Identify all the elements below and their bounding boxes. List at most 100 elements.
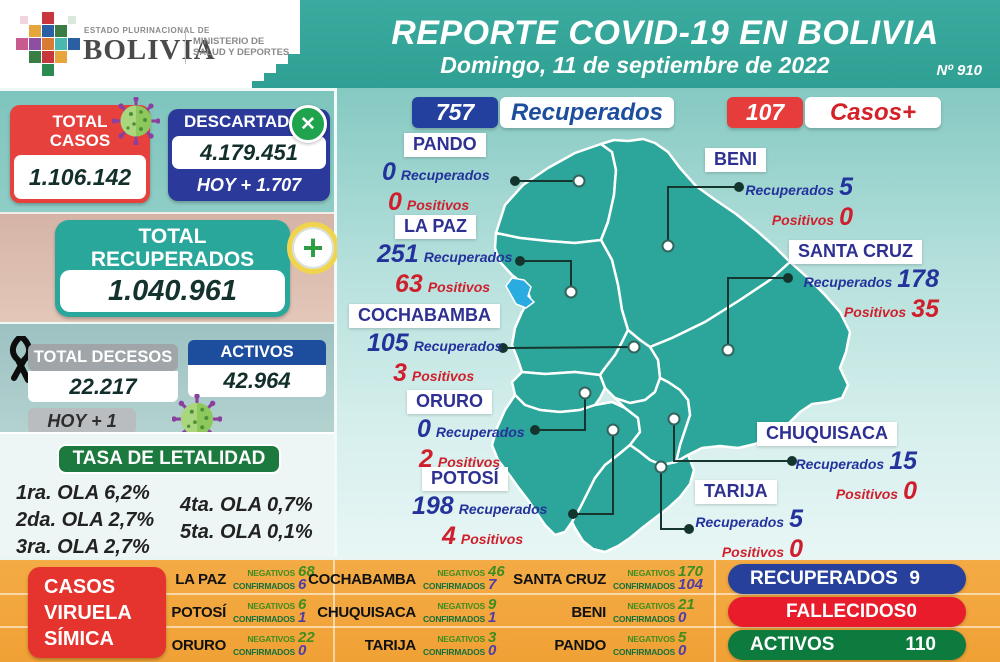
negativos-value: 5 <box>678 629 687 646</box>
confirmados-value: 0 <box>678 609 687 626</box>
viruela-cell-pando: PANDO NEGATIVOS 5 CONFIRMADOS 0 <box>522 629 708 661</box>
negativos-label: NEGATIVOS <box>247 568 295 578</box>
logo-country: BOLIVIA <box>83 34 216 66</box>
dept-recuperados-word: Recuperados <box>458 501 548 517</box>
page-subtitle: Domingo, 11 de septiembre de 2022 <box>440 52 830 78</box>
bolivia-emblem-icon <box>16 12 80 76</box>
dept-label: POTOSÍ <box>422 467 508 491</box>
total-recuperados-label: TOTAL RECUPERADOS <box>55 220 290 271</box>
total-casos-l2: CASOS <box>49 131 111 150</box>
dept-positivos-word: Positivos <box>835 486 899 502</box>
total-decesos-label: TOTAL DECESOS <box>28 344 178 371</box>
negativos-value: 46 <box>488 563 505 580</box>
viruela-dept-name: CHUQUISACA <box>317 603 416 621</box>
dept-recuperados-word: Recuperados <box>695 514 785 530</box>
dept-positivos-word: Positivos <box>843 304 907 320</box>
viruela-cell-santa-cruz: SANTA CRUZ NEGATIVOS 170 CONFIRMADOS 104 <box>513 563 708 595</box>
negativos-label: NEGATIVOS <box>437 634 485 644</box>
dept-label: CHUQUISACA <box>757 422 898 446</box>
viruela-cell-la-paz: LA PAZ NEGATIVOS 68 CONFIRMADOS 6 <box>168 563 328 595</box>
negativos-label: NEGATIVOS <box>247 634 295 644</box>
viruela-line3: SÍMICA <box>44 627 114 650</box>
dept-positivos-value: 4 <box>442 522 456 550</box>
callout-chuquisaca: CHUQUISACA Recuperados 15 Positivos 0 <box>757 422 917 506</box>
letalidad-right-column: 4ta. OLA 0,7% 5ta. OLA 0,1% <box>180 492 313 546</box>
dept-recuperados-value: 0 <box>417 415 431 443</box>
confirmados-label: CONFIRMADOS <box>232 581 295 591</box>
dept-recuperados-value: 105 <box>367 329 409 357</box>
negativos-label: NEGATIVOS <box>437 601 485 611</box>
dept-positivos-value: 0 <box>388 188 402 216</box>
callout-beni: BENI Recuperados 5 Positivos 0 <box>705 148 853 232</box>
dept-recuperados-value: 178 <box>897 265 939 293</box>
dept-positivos-word: Positivos <box>427 279 491 295</box>
viruela-cell-beni: BENI NEGATIVOS 21 CONFIRMADOS 0 <box>522 596 708 628</box>
negativos-value: 3 <box>488 629 497 646</box>
total-cases-band: TOTAL CASOS 1.106.142 DESCARTADOS 4.179.… <box>0 88 334 212</box>
dept-positivos-word: Positivos <box>406 197 470 213</box>
letalidad-row: 4ta. OLA 0,7% <box>180 494 313 516</box>
total-recuperados-band: TOTAL RECUPERADOS 1.040.961 + <box>0 212 339 322</box>
cases-total-badge: 107 <box>727 97 803 128</box>
negativos-value: 68 <box>298 563 315 580</box>
recovered-total-badge: 757 <box>412 97 498 128</box>
negativos-label: NEGATIVOS <box>247 601 295 611</box>
x-circle-icon: ✕ <box>289 105 327 143</box>
dept-label: PANDO <box>404 133 486 157</box>
bolivia-map <box>490 137 852 554</box>
map-section: 757 Recuperados 107 Casos+ <box>337 88 1000 563</box>
negativos-label: NEGATIVOS <box>627 601 675 611</box>
plus-circle-icon: + <box>287 222 339 274</box>
dept-recuperados-value: 251 <box>377 240 419 268</box>
negativos-value: 170 <box>678 563 704 580</box>
negativos-value: 22 <box>298 629 315 646</box>
viruela-cell-potosi: POTOSÍ NEGATIVOS 6 CONFIRMADOS 1 <box>168 596 328 628</box>
total-recuperados-l2: RECUPERADOS <box>90 248 255 271</box>
negativos-value: 9 <box>488 596 497 613</box>
pill-value: 110 <box>905 634 936 655</box>
pill-label: ACTIVOS <box>750 634 835 655</box>
activos-label: ACTIVOS <box>188 340 326 365</box>
dept-recuperados-value: 0 <box>382 158 396 186</box>
confirmados-label: CONFIRMADOS <box>422 647 485 657</box>
dept-positivos-word: Positivos <box>460 531 524 547</box>
callout-santa-cruz: SANTA CRUZ Recuperados 178 Positivos 35 <box>789 240 939 324</box>
pill-label: RECUPERADOS <box>750 568 898 589</box>
logo-pretitle: ESTADO PLURINACIONAL DE <box>84 26 210 35</box>
recovered-label-badge: Recuperados <box>500 97 674 128</box>
cases-label-badge: Casos+ <box>805 97 941 128</box>
header-bar: REPORTE COVID-19 EN BOLIVIA Domingo, 11 … <box>0 0 1000 88</box>
logo-panel: ESTADO PLURINACIONAL DE BOLIVIA MINISTER… <box>0 0 300 88</box>
confirmados-label: CONFIRMADOS <box>612 581 675 591</box>
pill-value: 0 <box>906 601 917 622</box>
footer-col-divider <box>714 560 716 662</box>
dept-label: LA PAZ <box>395 215 476 239</box>
viruela-dept-name: BENI <box>571 603 606 621</box>
viruela-dept-name: SANTA CRUZ <box>513 570 606 588</box>
descartados-value: 4.179.451 <box>172 136 326 169</box>
viruela-cell-cochabamba: COCHABAMBA NEGATIVOS 46 CONFIRMADOS 7 <box>308 563 518 595</box>
dept-recuperados-value: 5 <box>839 173 853 201</box>
dept-label: BENI <box>705 148 767 172</box>
viruela-dept-name: COCHABAMBA <box>308 570 416 588</box>
total-decesos-value: 22.217 <box>28 371 178 402</box>
confirmados-value: 0 <box>678 642 687 659</box>
dept-positivos-value: 35 <box>911 295 939 323</box>
confirmados-label: CONFIRMADOS <box>232 647 295 657</box>
logo-ministry: MINISTERIO DE SALUD Y DEPORTES <box>193 36 289 58</box>
confirmados-value: 0 <box>298 642 307 659</box>
report-number: Nº 910 <box>936 62 982 79</box>
letalidad-band: TASA DE LETALIDAD 1ra. OLA 6,2% 2da. OLA… <box>0 432 334 558</box>
letalidad-row: 1ra. OLA 6,2% <box>16 482 150 504</box>
viruela-cell-oruro: ORURO NEGATIVOS 22 CONFIRMADOS 0 <box>168 629 328 661</box>
dept-recuperados-value: 198 <box>412 492 454 520</box>
dept-recuperados-word: Recuperados <box>423 249 513 265</box>
total-recuperados-l1: TOTAL <box>138 225 207 248</box>
callout-oruro: ORURO 0 Recuperados 2 Positivos <box>397 390 530 474</box>
total-casos-label: TOTAL CASOS <box>10 105 150 150</box>
confirmados-value: 1 <box>298 609 307 626</box>
confirmados-label: CONFIRMADOS <box>612 614 675 624</box>
callout-pando: PANDO 0 Recuperados 0 Positivos <box>382 133 495 217</box>
decesos-activos-band: TOTAL DECESOS 22.217 HOY + 1 ACTIVOS 42.… <box>0 322 334 444</box>
lake-titicaca <box>505 277 536 309</box>
